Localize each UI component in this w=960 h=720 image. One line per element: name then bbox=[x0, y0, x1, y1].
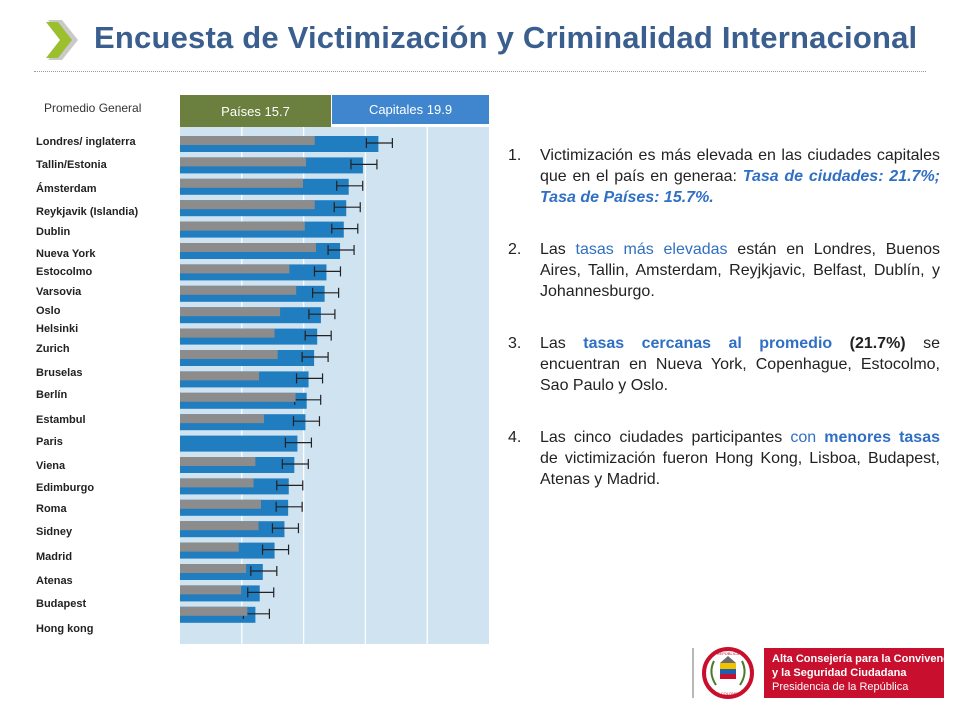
city-label: Edimburgo bbox=[36, 482, 94, 494]
findings-list: 1. Victimización es más elevada en las ci… bbox=[508, 145, 940, 521]
brand-line-1: Alta Consejería para la Convivencia bbox=[772, 653, 959, 665]
country-bar bbox=[180, 478, 254, 488]
finding-text: Las cinco ciudades participantes bbox=[540, 429, 791, 446]
country-bar bbox=[180, 243, 316, 252]
finding-item: 3. Las tasas cercanas al promedio (21.7%)… bbox=[508, 333, 940, 396]
country-bar bbox=[180, 457, 256, 466]
title-divider bbox=[34, 71, 926, 72]
finding-item: 1. Victimización es más elevada en las ci… bbox=[508, 145, 940, 208]
country-bar bbox=[180, 499, 261, 509]
finding-text: de victimización fueron Hong Kong, Lisbo… bbox=[540, 450, 940, 488]
city-label: Budapest bbox=[36, 598, 86, 610]
city-label: Bruselas bbox=[36, 367, 82, 379]
country-bar bbox=[180, 564, 247, 573]
country-bar bbox=[180, 371, 260, 381]
finding-text: Tasa de ciudades: 21.7%; Tasa de Países:… bbox=[540, 168, 941, 206]
finding-text: (21.7%) bbox=[832, 335, 906, 352]
country-bar bbox=[180, 392, 296, 402]
city-label: Zurich bbox=[36, 343, 70, 355]
svg-text:DE COLOMBIA: DE COLOMBIA bbox=[714, 691, 742, 696]
finding-number: 1. bbox=[508, 147, 522, 164]
finding-number: 4. bbox=[508, 429, 522, 446]
city-label: Viena bbox=[36, 460, 66, 472]
brand-logo: Alta Consejería para la Convivencia y la… bbox=[764, 648, 959, 698]
page-title: Encuesta de Victimización y Criminalidad… bbox=[94, 20, 918, 55]
finding-text: menores tasas bbox=[824, 429, 940, 446]
finding-text: Las bbox=[540, 241, 576, 258]
finding-number: 2. bbox=[508, 241, 522, 258]
brand-line-3: Presidencia de la República bbox=[772, 681, 909, 693]
city-label: Sidney bbox=[36, 526, 73, 538]
country-bar bbox=[180, 350, 278, 359]
country-bar bbox=[180, 200, 315, 210]
country-bar bbox=[180, 414, 265, 424]
country-bar bbox=[180, 157, 307, 167]
city-label: Ámsterdam bbox=[36, 182, 97, 195]
country-bar bbox=[180, 307, 281, 317]
capital-bar bbox=[180, 435, 298, 452]
finding-text: tasas más elevadas bbox=[575, 241, 728, 258]
city-label: Estambul bbox=[36, 414, 86, 426]
finding-text: están en Londres, Buenos Aires, Tallin, … bbox=[540, 241, 941, 300]
country-bar bbox=[180, 136, 315, 145]
footer-divider bbox=[692, 648, 694, 698]
city-label: Atenas bbox=[36, 575, 73, 587]
svg-text:REPÚBLICA: REPÚBLICA bbox=[717, 651, 740, 656]
finding-item: 2. Las tasas más elevadas están en Londre… bbox=[508, 239, 940, 302]
paises-header: Países 15.7 bbox=[180, 95, 331, 128]
city-label: Helsinki bbox=[36, 323, 78, 335]
finding-text: Las bbox=[540, 335, 584, 352]
country-bar bbox=[180, 606, 248, 616]
capitales-header: Capitales 19.9 bbox=[332, 95, 489, 124]
country-bar bbox=[180, 585, 242, 595]
city-label: Paris bbox=[36, 436, 63, 448]
city-label: Londres/ inglaterra bbox=[36, 136, 137, 148]
title-bar: Encuesta de Victimización y Criminalidad… bbox=[40, 14, 940, 70]
country-bar bbox=[180, 221, 305, 231]
finding-text: Victimización es más elevada en las ciud… bbox=[540, 147, 940, 185]
city-label: Hong kong bbox=[36, 623, 93, 635]
city-label: Berlín bbox=[36, 389, 67, 401]
country-bar bbox=[180, 542, 239, 552]
city-label: Dublin bbox=[36, 226, 70, 238]
city-label: Tallin/Estonia bbox=[36, 159, 108, 171]
city-label: Reykjavik (Islandia) bbox=[36, 206, 138, 218]
city-label: Estocolmo bbox=[36, 266, 93, 278]
city-label: Nueva York bbox=[36, 248, 96, 260]
finding-item: 4. Las cinco ciudades participantes con m… bbox=[508, 427, 940, 490]
chevron-right-icon bbox=[46, 20, 78, 60]
city-label: Varsovia bbox=[36, 286, 82, 298]
finding-text: con bbox=[790, 429, 817, 446]
colombia-seal-icon: REPÚBLICA DE COLOMBIA bbox=[702, 647, 754, 699]
country-bar bbox=[180, 178, 303, 188]
country-bar bbox=[180, 264, 290, 274]
finding-text: tasas cercanas al promedio bbox=[583, 335, 833, 352]
country-bar bbox=[180, 328, 275, 338]
country-bar bbox=[180, 521, 259, 531]
city-label: Madrid bbox=[36, 551, 72, 563]
brand-line-2: y la Seguridad Ciudadana bbox=[772, 667, 907, 679]
finding-text: se encuentran en Nueva York, Copenhague,… bbox=[540, 335, 940, 394]
finding-number: 3. bbox=[508, 335, 522, 352]
city-label: Roma bbox=[36, 503, 67, 515]
country-bar bbox=[180, 285, 297, 295]
promedio-general-label: Promedio General bbox=[44, 101, 142, 115]
city-label: Oslo bbox=[36, 305, 61, 317]
